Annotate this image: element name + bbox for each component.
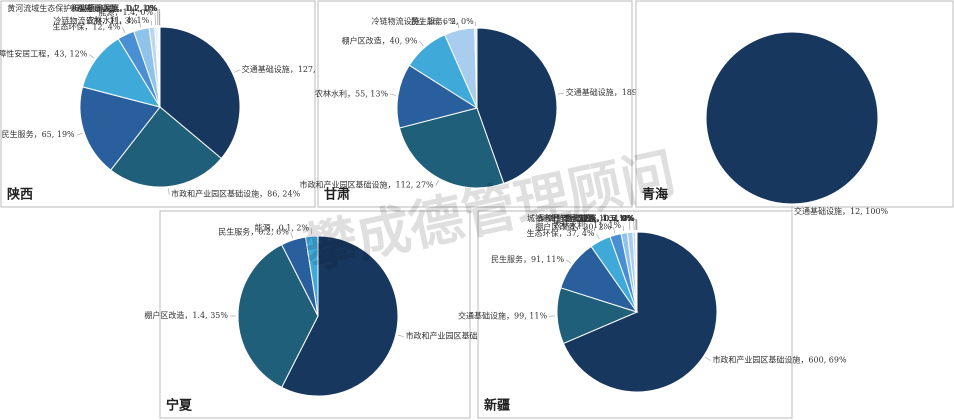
- data-label: 生态环保，12, 4%: [52, 21, 120, 31]
- panel-title: 甘肃: [324, 187, 350, 203]
- leader-line: [397, 334, 404, 337]
- leader-line: [122, 27, 126, 33]
- panel-title: 宁夏: [166, 398, 193, 414]
- data-label: 市政和产业园区基础设施，86, 24%: [171, 189, 300, 199]
- leader-line: [89, 54, 95, 59]
- data-label: 农林水利，55, 13%: [315, 88, 388, 98]
- leader-line: [234, 69, 240, 73]
- leader-line: [633, 218, 635, 231]
- leader-line: [76, 133, 83, 136]
- leader-line: [156, 8, 158, 26]
- leader-line: [557, 92, 564, 95]
- panel-title: 青海: [642, 187, 668, 203]
- data-label: 乡村振兴，0.2, 0%: [564, 213, 635, 223]
- data-label: 棚户区改造，40, 9%: [342, 35, 418, 45]
- panel-title: 新疆: [484, 398, 510, 414]
- pie-slice: [474, 27, 478, 109]
- data-label: 民生服务，65, 19%: [2, 129, 75, 139]
- data-label: 能源，1.4, 0%: [99, 7, 154, 17]
- leader-line: [705, 356, 711, 361]
- leader-line: [390, 94, 397, 96]
- leader-line: [612, 227, 616, 234]
- panel-title: 陕西: [7, 187, 33, 203]
- data-label: 文化旅游，0.6, 0%: [564, 213, 635, 223]
- data-label: 保障性安居工程，4.5, 1%: [537, 213, 632, 223]
- data-label: 民生服务，91, 11%: [491, 254, 564, 264]
- data-label: 新型基础设施，0.7, 0%: [70, 3, 157, 13]
- data-label: 交通基础设施，189, 45%: [566, 87, 661, 97]
- data-label: 冷链物流设施，11, 3%: [53, 15, 137, 25]
- pie-slice: [237, 244, 319, 388]
- data-label: 农林水利，11, 1%: [553, 220, 621, 230]
- leader-line: [565, 259, 572, 264]
- pie-slice: [159, 26, 241, 160]
- pie-slice: [562, 231, 718, 393]
- pie-slice: [705, 31, 879, 205]
- data-label: 棚户区改造，1.4, 35%: [144, 310, 228, 320]
- data-label: 新能源项目，1.4, 1%: [77, 3, 156, 13]
- data-label: 农林水利，4, 1%: [86, 15, 149, 25]
- data-label: 棚户区改造，20, 2%: [535, 221, 611, 231]
- data-label: 城镇老旧小区改造，10, 1%: [527, 213, 627, 223]
- leader-line: [435, 180, 439, 186]
- pie-slice: [81, 38, 162, 108]
- pie-slice: [281, 235, 399, 397]
- leader-line: [622, 225, 625, 232]
- leader-line: [168, 188, 170, 195]
- data-label: 能源，1.5, 0%: [579, 213, 634, 223]
- data-label: 能源，0.1, 2%: [255, 222, 310, 232]
- leader-line: [154, 12, 156, 26]
- pie-slice: [79, 86, 161, 171]
- data-label: 交通基础设施，127, 36%: [242, 64, 337, 74]
- leader-line: [457, 22, 460, 29]
- leader-line: [628, 218, 631, 231]
- pie-slice: [304, 235, 319, 317]
- data-label: 市政和产业园区基础设施，2.3, 57%: [406, 331, 538, 341]
- data-label: 黄河流域生态保护和高质量发展，0.2, 0%: [7, 3, 158, 13]
- data-label: 民生服务，0.2, 6%: [218, 226, 289, 236]
- data-label: 市政和产业园区基础设施，600, 69%: [712, 354, 847, 364]
- leader-line: [290, 232, 293, 239]
- pie-slice: [396, 64, 479, 129]
- pie-slice: [476, 27, 558, 185]
- data-label: 保障性安居工程，43, 12%: [0, 49, 88, 59]
- data-label: 交通基础设施，99, 11%: [458, 310, 547, 320]
- leader-line: [139, 21, 142, 28]
- leader-line: [596, 233, 600, 240]
- data-label: 生态环保，37, 4%: [527, 228, 595, 238]
- data-label: 冷链物流设施，0.2, 0%: [548, 213, 635, 223]
- data-label: 市政和产业园区基础设施，112, 27%: [300, 180, 435, 190]
- pie-slice: [110, 106, 222, 188]
- leader-line: [419, 41, 424, 47]
- data-label: 交通基础设施，12, 100%: [794, 206, 889, 216]
- data-label: 民生服务，2, 0%: [411, 16, 474, 26]
- pie-slice: [398, 107, 505, 189]
- data-label: 冷链物流设施，26, 6%: [372, 16, 456, 26]
